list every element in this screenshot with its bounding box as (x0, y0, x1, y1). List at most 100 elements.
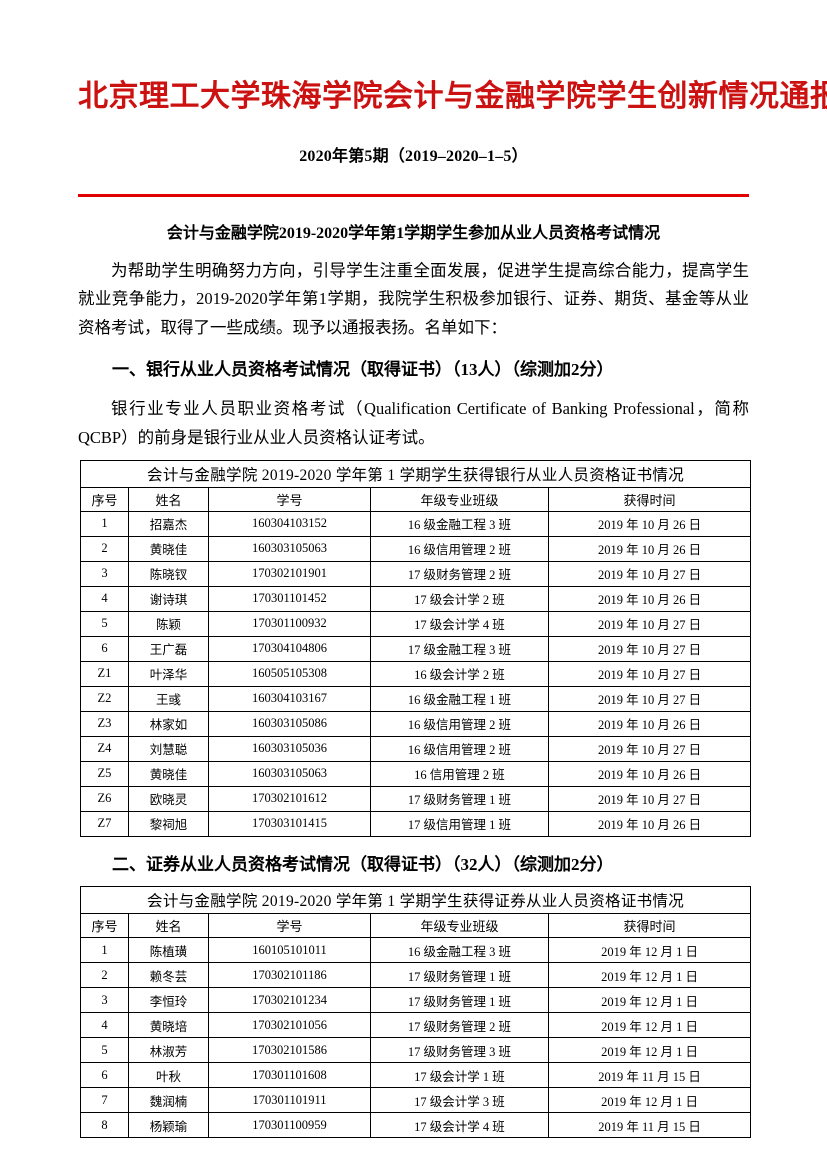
table-row: 2 黄晓佳 160303105063 16 级信用管理 2 班 2019 年 10 月 … (80, 535, 752, 562)
table-row: 2 赖冬芸 170302101186 17 级财务管理 1 班 2019 年 12 月 … (80, 962, 752, 989)
cell-class: 17 级会计学 4 班 (370, 610, 549, 637)
cell-class: 17 级财务管理 1 班 (370, 962, 549, 989)
table-header-row: 序号 姓名 学号 年级专业班级 获得时间 (80, 913, 752, 939)
cell-student-id: 170301101608 (208, 1062, 371, 1089)
cell-index: 4 (80, 585, 129, 612)
cell-date: 2019 年 12 月 1 日 (547, 1012, 752, 1039)
cell-date: 2019 年 10 月 27 日 (547, 735, 752, 762)
table-row: Z4 刘慧聪 160303105036 16 级信用管理 2 班 2019 年 10 月… (80, 735, 752, 762)
table-row: Z2 王彧 160304103167 16 级金融工程 1 班 2019 年 10 月 … (80, 685, 752, 712)
cell-name: 陈颖 (128, 610, 209, 637)
column-header-class: 年级专业班级 (370, 913, 549, 939)
cell-class: 17 级会计学 4 班 (370, 1112, 549, 1139)
cell-index: Z1 (80, 660, 129, 687)
cell-class: 17 级会计学 1 班 (370, 1062, 549, 1089)
cell-student-id: 170302101186 (208, 962, 371, 989)
table-caption: 会计与金融学院 2019-2020 学年第 1 学期学生获得证券从业人员资格证书… (79, 886, 752, 915)
cell-student-id: 160505105308 (208, 660, 371, 687)
cell-date: 2019 年 10 月 26 日 (547, 760, 752, 787)
cell-class: 17 级会计学 2 班 (370, 585, 549, 612)
column-header-index: 序号 (80, 486, 129, 512)
cell-student-id: 170301101452 (208, 585, 371, 612)
table-row: Z6 欧晓灵 170302101612 17 级财务管理 1 班 2019 年 10 月… (80, 785, 752, 812)
table-caption-row: 会计与金融学院 2019-2020 学年第 1 学期学生获得银行从业人员资格证书… (79, 459, 752, 488)
cell-class: 17 级财务管理 3 班 (370, 1037, 549, 1064)
section-heading-securities: 二、证券从业人员资格考试情况（取得证书）（32人）（综测加2分） (112, 854, 614, 874)
red-divider-rule (78, 193, 749, 197)
cell-class: 16 级金融工程 3 班 (370, 510, 549, 537)
cell-date: 2019 年 10 月 27 日 (547, 685, 752, 712)
table-row: 1 招嘉杰 160304103152 16 级金融工程 3 班 2019 年 10 月 … (80, 510, 752, 537)
table-row: Z5 黄晓佳 160303105063 16 信用管理 2 班 2019 年 10 月 … (80, 760, 752, 787)
cell-name: 王广磊 (128, 635, 209, 662)
cell-student-id: 170301100932 (208, 610, 371, 637)
cell-date: 2019 年 10 月 26 日 (547, 585, 752, 612)
table-row: Z7 黎祠旭 170303101415 17 级信用管理 1 班 2019 年 10 月… (80, 810, 752, 837)
table-row: 6 王广磊 170304104806 17 级金融工程 3 班 2019 年 10 月 … (80, 635, 752, 662)
cell-index: Z4 (80, 735, 129, 762)
cell-student-id: 170302101234 (208, 987, 371, 1014)
cell-class: 17 级会计学 3 班 (370, 1087, 549, 1114)
cell-index: 6 (80, 1062, 129, 1089)
cell-name: 黄晓培 (128, 1012, 209, 1039)
securities-certificate-table: 会计与金融学院 2019-2020 学年第 1 学期学生获得证券从业人员资格证书… (79, 886, 752, 1139)
cell-index: 4 (80, 1012, 129, 1039)
banking-certificate-table: 会计与金融学院 2019-2020 学年第 1 学期学生获得银行从业人员资格证书… (79, 459, 752, 837)
cell-student-id: 160303105036 (208, 735, 371, 762)
cell-student-id: 170303101415 (208, 810, 371, 837)
cell-class: 17 级财务管理 1 班 (370, 987, 549, 1014)
securities-table-body: 1 陈植璜 160105101011 16 级金融工程 3 班 2019 年 12 月 … (80, 937, 752, 1139)
cell-date: 2019 年 10 月 26 日 (547, 510, 752, 537)
cell-index: Z6 (80, 785, 129, 812)
cell-index: 2 (80, 962, 129, 989)
table-row: 5 陈颖 170301100932 17 级会计学 4 班 2019 年 10 月 27… (80, 610, 752, 637)
cell-student-id: 170301100959 (208, 1112, 371, 1139)
cell-date: 2019 年 12 月 1 日 (547, 962, 752, 989)
cell-date: 2019 年 11 月 15 日 (547, 1062, 752, 1089)
column-header-date: 获得时间 (547, 913, 752, 939)
cell-date: 2019 年 12 月 1 日 (547, 987, 752, 1014)
table-row: 7 魏润楠 170301101911 17 级会计学 3 班 2019 年 12 月 1… (80, 1087, 752, 1114)
cell-date: 2019 年 10 月 27 日 (547, 635, 752, 662)
column-header-name: 姓名 (128, 486, 209, 512)
issue-number: 2020年第5期（2019–2020–1–5） (299, 147, 528, 165)
cell-name: 陈晓钗 (128, 560, 209, 587)
cell-student-id: 160304103152 (208, 510, 371, 537)
table-caption-row: 会计与金融学院 2019-2020 学年第 1 学期学生获得证券从业人员资格证书… (79, 886, 752, 915)
cell-class: 17 级金融工程 3 班 (370, 635, 549, 662)
cell-date: 2019 年 11 月 15 日 (547, 1112, 752, 1139)
cell-date: 2019 年 10 月 27 日 (547, 560, 752, 587)
cell-student-id: 160304103167 (208, 685, 371, 712)
page-title: 北京理工大学珠海学院会计与金融学院学生创新情况通报 (78, 80, 827, 113)
cell-student-id: 170301101911 (208, 1087, 371, 1114)
cell-index: 3 (80, 560, 129, 587)
cell-index: 2 (80, 535, 129, 562)
document-subtitle: 会计与金融学院2019-2020学年第1学期学生参加从业人员资格考试情况 (166, 224, 661, 242)
cell-student-id: 170302101586 (208, 1037, 371, 1064)
cell-index: 5 (80, 610, 129, 637)
cell-name: 李恒玲 (128, 987, 209, 1014)
cell-index: 7 (80, 1087, 129, 1114)
cell-name: 欧晓灵 (128, 785, 209, 812)
table-row: Z3 林家如 160303105086 16 级信用管理 2 班 2019 年 10 月… (80, 710, 752, 737)
cell-index: Z7 (80, 810, 129, 837)
cell-name: 叶秋 (128, 1062, 209, 1089)
cell-class: 16 信用管理 2 班 (370, 760, 549, 787)
cell-class: 16 级金融工程 1 班 (370, 685, 549, 712)
cell-name: 黎祠旭 (128, 810, 209, 837)
cell-class: 17 级财务管理 1 班 (370, 785, 549, 812)
table-row: 5 林淑芳 170302101586 17 级财务管理 3 班 2019 年 12 月 … (80, 1037, 752, 1064)
cell-student-id: 160105101011 (208, 937, 371, 964)
cell-class: 16 级会计学 2 班 (370, 660, 549, 687)
table-row: 4 黄晓培 170302101056 17 级财务管理 2 班 2019 年 12 月 … (80, 1012, 752, 1039)
cell-name: 林淑芳 (128, 1037, 209, 1064)
column-header-date: 获得时间 (547, 486, 752, 512)
table-row: Z1 叶泽华 160505105308 16 级会计学 2 班 2019 年 10 月 … (80, 660, 752, 687)
cell-date: 2019 年 10 月 26 日 (547, 535, 752, 562)
cell-class: 17 级信用管理 1 班 (370, 810, 549, 837)
intro-paragraph: 为帮助学生明确努力方向，引导学生注重全面发展，促进学生提高综合能力，提高学生就业… (78, 260, 749, 337)
cell-name: 黄晓佳 (128, 760, 209, 787)
cell-name: 魏润楠 (128, 1087, 209, 1114)
cell-student-id: 160303105063 (208, 535, 371, 562)
